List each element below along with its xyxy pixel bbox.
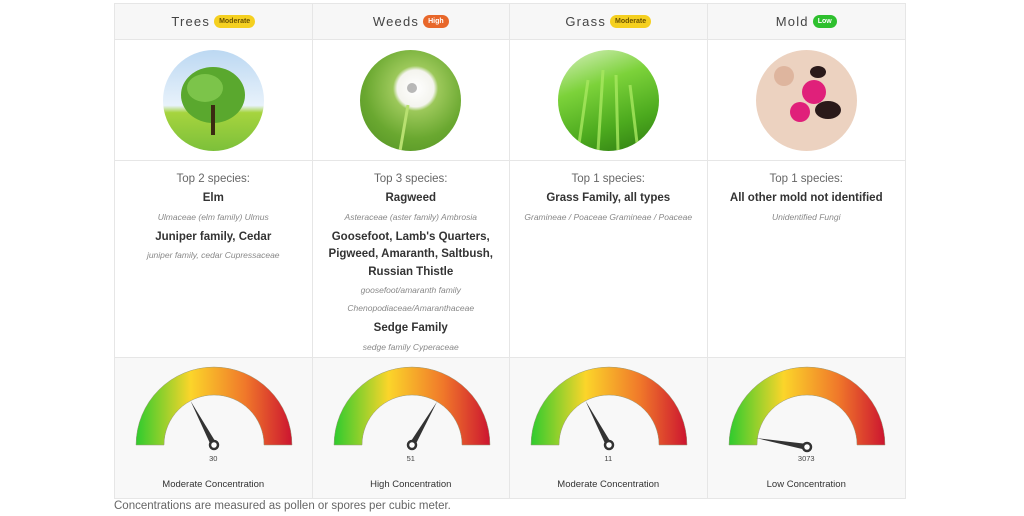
- gauge-needle: [755, 437, 808, 450]
- column-header: Weeds High: [312, 4, 509, 40]
- footnote: Concentrations are measured as pollen or…: [114, 500, 451, 512]
- column-title: Trees: [171, 14, 211, 29]
- column-mold: Mold Low Top 1 species: All other mold n…: [707, 4, 905, 498]
- dandelion-photo: [360, 49, 462, 151]
- level-badge: Moderate: [214, 15, 256, 28]
- concentration-gauge: 11 Moderate Concentration: [510, 358, 707, 498]
- gauge-label: Moderate Concentration: [162, 479, 265, 490]
- concentration-gauge: 30 Moderate Concentration: [115, 358, 312, 498]
- gauge-needle: [408, 401, 437, 447]
- column-weeds: Weeds High Top 3 species: Ragweed Astera…: [312, 4, 510, 498]
- gauge-dial: [728, 366, 885, 453]
- species-list: Top 1 species: Grass Family, all types G…: [510, 161, 707, 358]
- column-grass: Grass Moderate Top 1 species: Grass Fami…: [510, 4, 708, 498]
- column-title: Grass: [565, 14, 607, 29]
- image-cell: [115, 40, 312, 161]
- column-trees: Trees Moderate Top 2 species: Elm Ulmace…: [115, 4, 313, 498]
- species-scientific: Gramineae / Poaceae Gramineae / Poaceae: [524, 211, 693, 222]
- gauge-needle: [190, 400, 217, 447]
- species-scientific: Chenopodiaceae/Amaranthaceae: [347, 303, 475, 313]
- species-name: Ragweed: [385, 192, 437, 204]
- gauge-label: High Concentration: [370, 479, 452, 490]
- concentration-gauge: 51 High Concentration: [312, 358, 509, 498]
- gauge-dial: [135, 366, 293, 451]
- gauge-value: 3073: [797, 454, 815, 463]
- species-name: Grass Family, all types: [546, 192, 671, 204]
- mold-spores-photo: [755, 49, 857, 151]
- gauge-label: Low Concentration: [766, 479, 846, 490]
- gauge-value: 11: [604, 454, 613, 463]
- image-cell: [510, 40, 707, 161]
- top-species-label: Top 2 species:: [176, 173, 250, 185]
- gauge-dial: [333, 366, 490, 451]
- top-species-label: Top 1 species:: [571, 173, 645, 185]
- gauge-value: 30: [209, 454, 218, 463]
- species-list: Top 1 species: All other mold not identi…: [707, 161, 905, 358]
- level-badge: Moderate: [610, 15, 652, 28]
- gauge-label: Moderate Concentration: [557, 479, 660, 490]
- column-header: Trees Moderate: [115, 4, 312, 40]
- species-scientific: goosefoot/amaranth family: [360, 285, 461, 295]
- species-scientific: Unidentified Fungi: [771, 211, 841, 222]
- species-name: All other mold not identified: [729, 192, 883, 204]
- level-badge: High: [423, 15, 449, 28]
- grass-photo: [557, 49, 659, 151]
- gauge-value: 51: [406, 454, 415, 463]
- level-badge: Low: [812, 15, 837, 28]
- tree-photo: [162, 49, 264, 151]
- top-species-label: Top 3 species:: [373, 173, 448, 185]
- column-title: Weeds: [372, 14, 420, 29]
- allergen-grid: Trees Moderate Top 2 species: Elm Ulmace…: [114, 3, 906, 499]
- species-name: Juniper family, Cedar: [155, 230, 272, 243]
- species-scientific: sedge family Cyperaceae: [362, 341, 459, 352]
- species-scientific: Asteraceae (aster family) Ambrosia: [344, 211, 477, 222]
- gauge-needle: [585, 400, 612, 447]
- species-scientific: Ulmaceae (elm family) Ulmus: [157, 211, 269, 222]
- column-title: Mold: [775, 14, 809, 29]
- top-species-label: Top 1 species:: [769, 173, 843, 185]
- species-name: Sedge Family: [373, 322, 448, 334]
- species-scientific: juniper family, cedar Cupressaceae: [146, 250, 280, 260]
- image-cell: [707, 40, 905, 161]
- gauge-dial: [530, 366, 688, 451]
- species-name: Elm: [202, 192, 224, 204]
- column-header: Grass Moderate: [510, 4, 707, 40]
- species-name: Goosefoot, Lamb's Quarters, Pigweed, Ama…: [328, 230, 493, 278]
- column-header: Mold Low: [707, 4, 905, 40]
- species-list: Top 3 species: Ragweed Asteraceae (aster…: [312, 161, 509, 358]
- species-list: Top 2 species: Elm Ulmaceae (elm family)…: [115, 161, 312, 358]
- concentration-gauge: 3073 Low Concentration: [707, 358, 905, 498]
- image-cell: [312, 40, 509, 161]
